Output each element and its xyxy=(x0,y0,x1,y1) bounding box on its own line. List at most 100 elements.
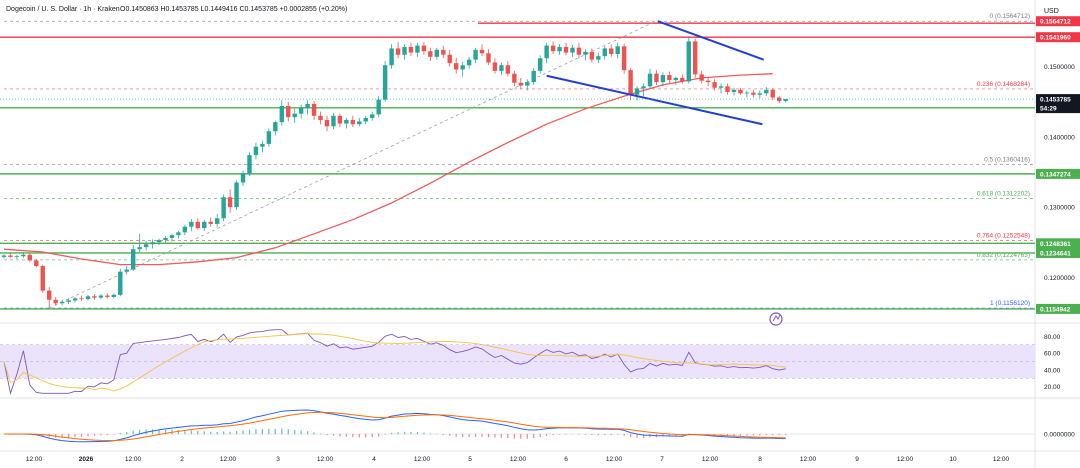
macd-histogram-bar xyxy=(319,433,322,435)
candle-body xyxy=(738,89,743,94)
macd-histogram-bar xyxy=(229,431,231,435)
rsi-pane: 80.00 60.00 40.00 20.00 xyxy=(0,329,1061,396)
macd-histogram-bar xyxy=(74,434,76,438)
candle-body xyxy=(764,89,769,94)
x-tick-label: 2026 xyxy=(79,456,94,463)
candle-body xyxy=(441,49,446,55)
rsi-tick-label: 60.00 xyxy=(1044,351,1061,358)
sr-level-tag xyxy=(1036,247,1080,258)
candle xyxy=(169,233,175,242)
macd-histogram-bar xyxy=(313,432,315,435)
candle-body xyxy=(363,117,368,122)
candle xyxy=(137,233,142,253)
candle xyxy=(744,90,750,98)
candle-body xyxy=(137,247,142,250)
candle xyxy=(47,287,52,309)
candle-body xyxy=(47,290,52,300)
candle xyxy=(634,86,640,101)
candle xyxy=(583,49,588,61)
macd-histogram-bar xyxy=(558,434,561,435)
macd-histogram-bar xyxy=(158,429,160,435)
candle xyxy=(395,42,401,59)
candle xyxy=(686,37,691,84)
macd-histogram-bar xyxy=(487,434,490,438)
candle xyxy=(518,77,523,90)
macd-histogram-bar xyxy=(345,434,347,437)
candle-body xyxy=(460,65,465,70)
sr-level-label: 0.1541960 xyxy=(1040,35,1071,42)
candle xyxy=(693,38,698,78)
candle-body xyxy=(8,255,13,257)
x-tick-label: 12:00 xyxy=(606,456,623,463)
candle-body xyxy=(156,240,162,243)
y-tick-label: 0.1200000 xyxy=(1044,275,1075,282)
macd-histogram-bar xyxy=(151,429,154,435)
candle xyxy=(311,101,317,121)
candle-body xyxy=(105,295,110,297)
x-tick-label: 9 xyxy=(855,456,859,463)
candle-body xyxy=(234,182,239,208)
candle-body xyxy=(757,93,763,95)
candle xyxy=(602,46,607,60)
candle xyxy=(473,47,478,64)
macd-histogram-bar xyxy=(93,434,96,436)
candle-body xyxy=(214,218,220,224)
macd-histogram-bar xyxy=(403,431,406,435)
sr-level-tag xyxy=(1036,32,1080,43)
candle-body xyxy=(118,271,123,295)
macd-histogram-bar xyxy=(164,429,167,435)
candle xyxy=(227,189,233,213)
macd-histogram-bar xyxy=(772,434,774,435)
candle-body xyxy=(473,49,478,60)
macd-histogram-bar xyxy=(139,429,141,435)
candle-body xyxy=(434,49,440,57)
candle xyxy=(176,230,181,239)
macd-histogram-bar xyxy=(455,434,457,437)
candle-body xyxy=(680,77,685,82)
candle-body xyxy=(131,249,136,270)
candle xyxy=(150,239,155,249)
candle xyxy=(596,52,601,64)
candle-body xyxy=(660,75,666,83)
candle xyxy=(72,296,78,303)
candle-body xyxy=(731,89,737,92)
candle-body xyxy=(725,86,730,92)
candle xyxy=(415,42,420,57)
x-tick-label: 12:00 xyxy=(26,456,43,463)
candle xyxy=(466,56,472,69)
candle xyxy=(143,240,149,251)
x-tick-label: 12:00 xyxy=(702,456,719,463)
candle-body xyxy=(202,221,207,229)
macd-histogram-bar xyxy=(642,434,645,438)
x-tick-label: 8 xyxy=(758,456,762,463)
candle xyxy=(163,235,168,243)
candle xyxy=(512,70,517,87)
candle-body xyxy=(273,122,278,132)
x-tick-label: 12:00 xyxy=(510,456,527,463)
candle-body xyxy=(59,301,65,304)
candle-body xyxy=(602,48,607,57)
rsi-line xyxy=(3,329,786,396)
candle-body xyxy=(21,254,26,257)
candle-body xyxy=(176,232,181,236)
rsi-tick-label: 80.00 xyxy=(1044,334,1061,341)
candle-body xyxy=(227,197,233,208)
alert-icon[interactable] xyxy=(769,312,783,326)
macd-histogram-bar xyxy=(733,434,735,436)
candle-body xyxy=(654,73,659,83)
candle xyxy=(589,48,595,63)
candle-body xyxy=(34,260,39,267)
fib-level-label: 0.5 (0.1360416) xyxy=(984,157,1030,164)
candle xyxy=(131,244,136,271)
chart-title: Dogecoin / U. S. Dollar · 1h · Kraken xyxy=(6,6,120,13)
fib-level-label: 0.618 (0.1312202) xyxy=(977,191,1030,198)
candle-body xyxy=(570,47,575,53)
x-tick-label: 7 xyxy=(660,456,664,463)
candle-body xyxy=(344,120,349,124)
candle-body xyxy=(454,63,459,70)
candle xyxy=(705,77,711,87)
candle xyxy=(105,293,110,299)
candle xyxy=(712,79,717,91)
candle-body xyxy=(479,49,485,54)
candle xyxy=(576,42,582,59)
